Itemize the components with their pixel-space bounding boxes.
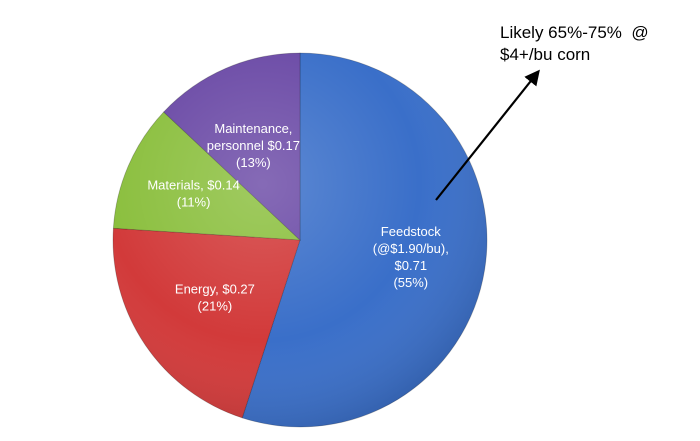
- annotation-text: Likely 65%-75% @ $4+/bu corn: [500, 23, 649, 64]
- annotation: Likely 65%-75% @ $4+/bu corn: [435, 23, 649, 201]
- slice-label-line: (21%): [198, 298, 233, 313]
- slice-label-line: (@$1.90/bu),: [373, 241, 449, 256]
- slice-label-3: Materials, $0.14 (11%): [147, 178, 240, 210]
- slice-label-1: Feedstock (@$1.90/bu), $0.71 (55%): [373, 224, 449, 290]
- slice-label-2: Energy, $0.27 (21%): [175, 281, 255, 313]
- slice-label-line: (13%): [236, 155, 271, 170]
- slice-label-line: Materials, $0.14: [147, 178, 240, 193]
- slice-label-line: Energy, $0.27: [175, 281, 255, 296]
- annotation-arrow: [435, 69, 540, 201]
- annotation-line: $4+/bu corn: [500, 45, 590, 64]
- slice-label-line: Maintenance,: [214, 121, 292, 136]
- slice-label-line: $0.71: [395, 258, 428, 273]
- slice-label-line: Feedstock: [381, 224, 441, 239]
- slice-labels: Feedstock (@$1.90/bu), $0.71 (55%) Energy, $…: [147, 121, 448, 313]
- pie-slices: [112, 52, 488, 428]
- slice-label-4: Maintenance, personnel $0.17 (13%): [207, 121, 300, 170]
- slice-label-line: (11%): [177, 195, 211, 210]
- slice-label-line: personnel $0.17: [207, 138, 300, 153]
- slice-label-line: (55%): [393, 275, 428, 290]
- annotation-line: Likely 65%-75% @: [500, 23, 649, 42]
